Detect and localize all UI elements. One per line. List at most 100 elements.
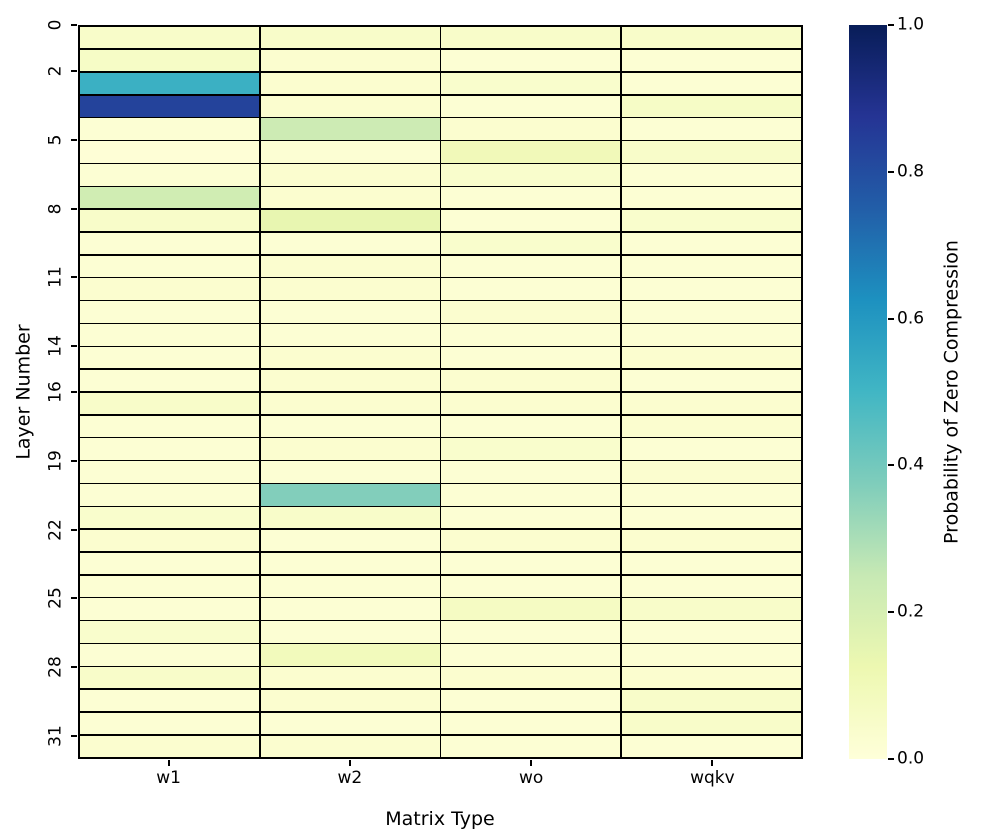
heatmap-cell: [621, 141, 801, 163]
heatmap-cell: [260, 278, 440, 300]
x-axis-tick-label: wo: [518, 768, 544, 788]
heatmap-cell: [80, 118, 260, 140]
heatmap-cell: [260, 324, 440, 346]
heatmap-cell: [441, 278, 621, 300]
y-axis-tick-mark: [71, 138, 77, 141]
heatmap-cell: [621, 461, 801, 483]
heatmap-cell: [621, 598, 801, 620]
heatmap-cell: [441, 461, 621, 483]
heatmap-cell: [621, 621, 801, 643]
heatmap-cell: [260, 598, 440, 620]
heatmap-cell: [80, 415, 260, 437]
heatmap-cell: [80, 644, 260, 666]
colorbar-tick-label: 0.4: [897, 454, 925, 475]
heatmap-cell: [260, 644, 440, 666]
heatmap-cell: [621, 232, 801, 255]
heatmap-cell: [80, 27, 260, 49]
heatmap-cell: [80, 712, 260, 735]
x-axis-tick-mark: [711, 760, 714, 766]
heatmap-cell: [260, 415, 440, 437]
colorbar-tick-label: 0.6: [897, 308, 925, 329]
y-axis-tick-label: 19: [45, 449, 66, 472]
y-axis-tick-mark: [71, 735, 77, 738]
heatmap-cell: [621, 689, 801, 712]
heatmap-cell: [441, 118, 621, 140]
heatmap-cell: [441, 438, 621, 460]
heatmap-cell: [80, 461, 260, 483]
colorbar-tick-label: 0.8: [897, 161, 925, 182]
heatmap-cell: [621, 484, 801, 506]
heatmap-cell: [441, 529, 621, 552]
heatmap-cell: [260, 187, 440, 209]
colorbar-tick-mark: [888, 611, 894, 614]
heatmap-cell: [441, 324, 621, 346]
heatmap-cell: [260, 164, 440, 186]
heatmap-cell: [260, 438, 440, 460]
colorbar-label: Probability of Zero Compression: [940, 240, 963, 544]
heatmap-cell: [621, 507, 801, 529]
y-axis-tick-mark: [71, 24, 77, 26]
heatmap-cell: [80, 187, 260, 209]
heatmap-cell: [80, 598, 260, 620]
heatmap-cell: [80, 324, 260, 346]
y-axis-tick-label: 8: [45, 203, 66, 214]
heatmap-cell: [441, 689, 621, 712]
heatmap-cell: [260, 735, 440, 757]
y-axis-tick-label: 28: [45, 656, 66, 679]
colorbar-tick-mark: [888, 317, 894, 320]
heatmap-cell: [621, 187, 801, 209]
heatmap-cell: [441, 415, 621, 437]
heatmap-cell: [260, 552, 440, 575]
heatmap-cell: [260, 484, 440, 506]
heatmap-cell: [621, 72, 801, 95]
heatmap-cell: [260, 95, 440, 117]
colorbar-tick-mark: [888, 170, 894, 173]
heatmap-cell: [80, 392, 260, 415]
heatmap-cell: [621, 712, 801, 735]
heatmap-cell: [260, 27, 440, 49]
y-axis-tick-label: 22: [45, 518, 66, 541]
heatmap-cell: [441, 667, 621, 689]
heatmap-cell: [621, 438, 801, 460]
heatmap-grid: [78, 25, 803, 759]
y-axis-tick-mark: [71, 597, 77, 600]
heatmap-cell: [80, 575, 260, 597]
colorbar-tick-mark: [888, 24, 894, 26]
heatmap-cell: [80, 484, 260, 506]
x-axis-tick-mark: [530, 760, 533, 766]
heatmap-cell: [80, 621, 260, 643]
heatmap-cell: [441, 712, 621, 735]
heatmap-cell: [80, 347, 260, 369]
y-axis-tick-label: 5: [45, 134, 66, 146]
heatmap-cell: [441, 735, 621, 757]
heatmap-cell: [441, 369, 621, 392]
heatmap-cell: [260, 621, 440, 643]
heatmap-cell: [441, 187, 621, 209]
heatmap-cell: [441, 72, 621, 95]
heatmap-cell: [441, 621, 621, 643]
heatmap-cell: [441, 347, 621, 369]
heatmap-cell: [260, 232, 440, 255]
heatmap-cell: [441, 598, 621, 620]
heatmap-cell: [441, 575, 621, 597]
heatmap-cell: [621, 209, 801, 232]
heatmap-cell: [621, 278, 801, 300]
heatmap-cell: [441, 644, 621, 666]
heatmap-cell: [260, 301, 440, 323]
y-axis-tick-label: 31: [45, 725, 66, 747]
heatmap-cell: [621, 27, 801, 49]
heatmap-cell: [80, 301, 260, 323]
heatmap-cell: [621, 49, 801, 72]
heatmap-cell: [621, 369, 801, 392]
y-axis-tick-label: 0: [45, 19, 66, 31]
heatmap-cell: [621, 529, 801, 552]
colorbar-tick-mark: [888, 758, 894, 760]
colorbar-tick-mark: [888, 464, 894, 467]
heatmap-cell: [80, 141, 260, 163]
heatmap-cell: [260, 712, 440, 735]
heatmap-cell: [80, 164, 260, 186]
heatmap-cell: [621, 575, 801, 597]
heatmap-cell: [441, 392, 621, 415]
heatmap-cell: [441, 301, 621, 323]
